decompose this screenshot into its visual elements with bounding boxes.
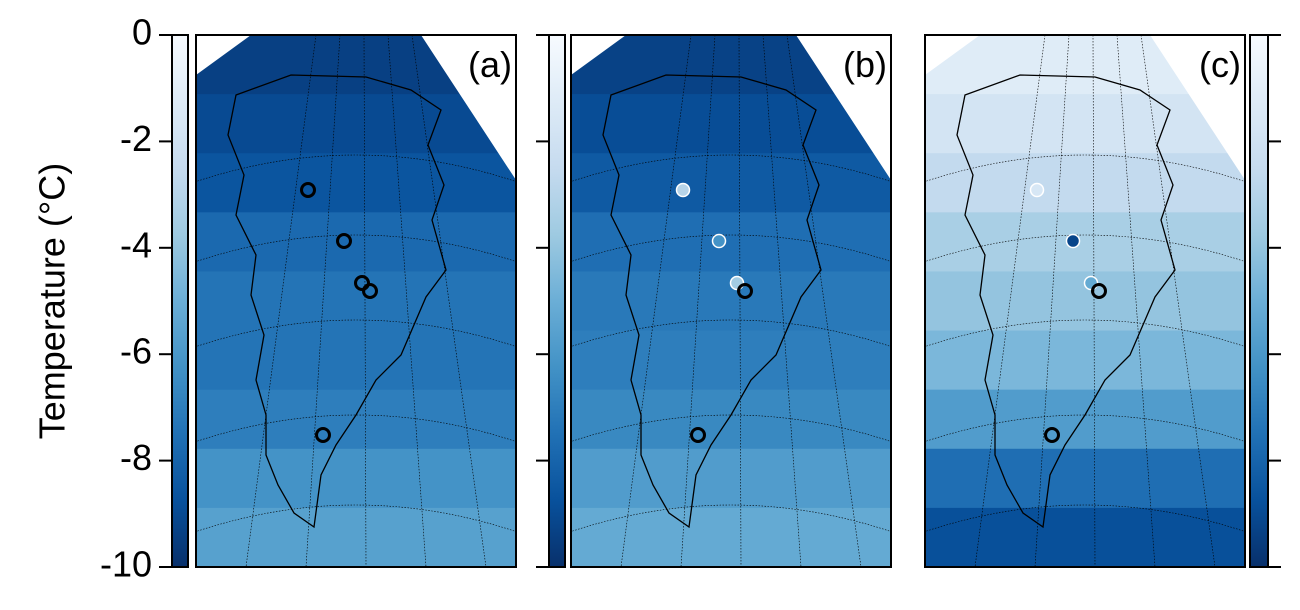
graticule — [925, 234, 1245, 262]
site-marker — [737, 283, 753, 299]
field-cell — [571, 389, 891, 450]
field-cell — [571, 330, 891, 391]
field-cell — [196, 212, 516, 272]
field-cell — [196, 330, 516, 391]
graticule — [925, 414, 1245, 442]
coastline — [956, 74, 1176, 529]
panel-label: (a) — [468, 44, 512, 85]
y-tick-label: 0 — [132, 12, 152, 53]
graticule — [387, 35, 427, 567]
field-cell — [925, 507, 1245, 567]
colorbar — [1249, 34, 1269, 568]
panel-frame — [570, 34, 892, 568]
field-cell — [571, 153, 891, 213]
graticule — [925, 504, 1245, 532]
map-edge — [925, 35, 1245, 180]
y-tick-label: -4 — [120, 224, 152, 265]
graticule — [571, 504, 891, 532]
site-marker — [711, 233, 727, 249]
site-marker — [690, 427, 706, 443]
graticule — [786, 35, 862, 567]
panel-label: (c) — [1199, 44, 1241, 85]
map-panel: (c) — [924, 34, 1246, 568]
field-cell — [196, 389, 516, 450]
site-marker — [1044, 427, 1060, 443]
site-marker — [1065, 233, 1081, 249]
graticule — [571, 154, 891, 182]
graticule — [305, 35, 341, 567]
field-cell — [925, 330, 1245, 391]
graticule — [245, 35, 317, 567]
site-marker — [315, 427, 331, 443]
coastline — [227, 74, 447, 529]
site-marker — [354, 275, 370, 291]
graticule — [1116, 35, 1156, 567]
colorbar — [171, 34, 189, 568]
field-cell — [196, 153, 516, 213]
graticule — [196, 319, 516, 347]
site-marker — [675, 182, 691, 198]
site-marker — [300, 182, 316, 198]
graticule — [196, 414, 516, 442]
field-cell — [925, 212, 1245, 272]
site-marker — [1091, 283, 1107, 299]
panel-frame — [924, 34, 1246, 568]
graticule — [925, 319, 1245, 347]
y-tick-label: -2 — [120, 118, 152, 159]
panel-label: (b) — [843, 44, 887, 85]
graticule — [411, 35, 487, 567]
panel-frame — [195, 34, 517, 568]
colorbar — [548, 34, 566, 568]
field-cell — [196, 507, 516, 567]
y-axis-label: Temperature (°C) — [32, 163, 73, 439]
graticule — [196, 154, 516, 182]
map-panel: (a) — [195, 34, 517, 568]
site-marker — [1029, 182, 1045, 198]
y-tick-label: -10 — [100, 544, 152, 585]
map-panel: (b) — [570, 34, 892, 568]
graticule — [571, 414, 891, 442]
graticule — [1140, 35, 1216, 567]
graticule — [974, 35, 1046, 567]
y-tick-label: -8 — [120, 437, 152, 478]
field-cell — [571, 448, 891, 509]
graticule — [680, 35, 716, 567]
site-marker — [1083, 275, 1099, 291]
field-cell — [196, 94, 516, 154]
graticule — [571, 319, 891, 347]
field-cell — [925, 153, 1245, 213]
map-edge — [571, 35, 891, 180]
map-edge — [196, 35, 516, 180]
field-cell — [571, 212, 891, 272]
field-cell — [925, 94, 1245, 154]
graticule — [620, 35, 692, 567]
graticule — [925, 154, 1245, 182]
site-marker — [336, 233, 352, 249]
field-cell — [571, 507, 891, 567]
site-marker — [362, 283, 378, 299]
graticule — [196, 234, 516, 262]
coastline — [602, 74, 822, 529]
graticule — [1034, 35, 1070, 567]
field-cell — [571, 94, 891, 154]
graticule — [196, 504, 516, 532]
field-cell — [196, 448, 516, 509]
field-cell — [925, 389, 1245, 450]
graticule — [571, 234, 891, 262]
y-tick-label: -6 — [120, 331, 152, 372]
site-marker — [729, 275, 745, 291]
field-cell — [925, 448, 1245, 509]
graticule — [762, 35, 802, 567]
